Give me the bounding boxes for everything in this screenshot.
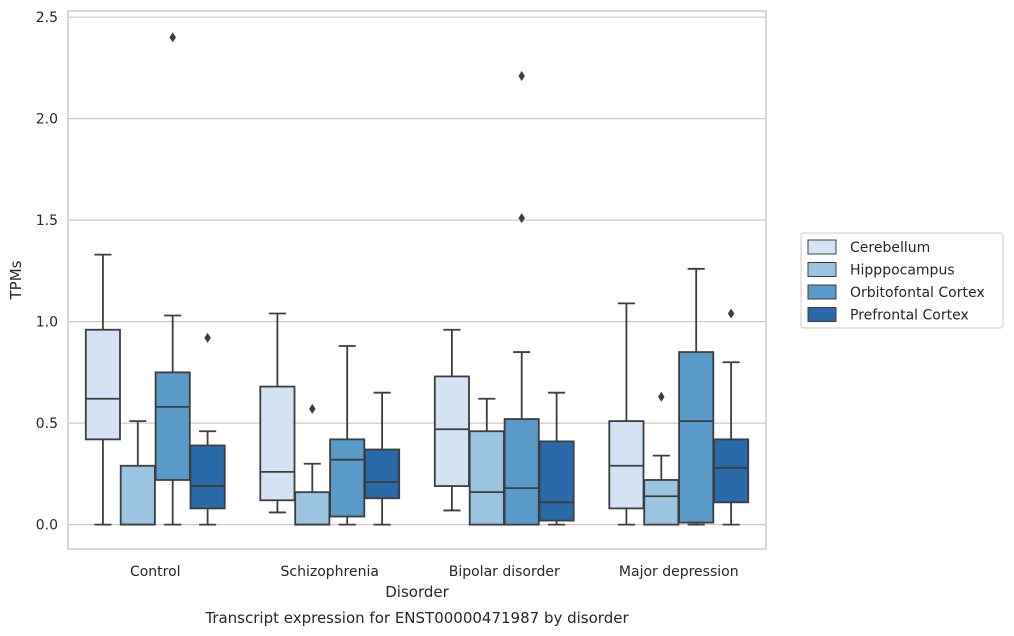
outlier-point (169, 32, 176, 43)
box (468, 397, 505, 526)
legend-swatch (807, 307, 837, 322)
box-body (329, 438, 366, 518)
box-body (84, 328, 121, 441)
box-body (713, 438, 750, 504)
box-body (119, 464, 156, 526)
box (189, 332, 226, 526)
box-body (364, 448, 401, 500)
x-tick-label: Major depression (619, 564, 739, 580)
box (643, 391, 680, 526)
y-tick-label: 1.0 (36, 315, 58, 331)
box (259, 312, 296, 514)
box (433, 328, 470, 512)
box (678, 267, 715, 526)
box-body (538, 440, 575, 522)
box-body (503, 418, 540, 526)
box-body (189, 444, 226, 510)
box-body (154, 371, 191, 481)
x-tick-label: Bipolar disorder (449, 564, 560, 580)
box-body (608, 420, 645, 510)
box-series (84, 32, 750, 526)
box (294, 403, 331, 526)
plot-frame (67, 10, 767, 550)
box (329, 345, 366, 526)
box (119, 420, 156, 526)
outlier-point (309, 403, 316, 414)
chart-caption: Transcript expression for ENST0000047198… (204, 609, 629, 627)
x-tick-label: Control (130, 564, 181, 580)
x-axis-label: Disorder (385, 583, 449, 601)
legend-entry: Orbitofontal Cortex (850, 285, 985, 301)
box (84, 253, 121, 526)
outlier-point (518, 213, 525, 224)
y-tick-label: 0.5 (36, 416, 58, 432)
y-axis-ticks: 0.0 0.5 1.0 1.5 2.0 2.5 (36, 10, 58, 534)
x-tick-label: Schizophrenia (281, 564, 379, 580)
box-body (433, 375, 470, 487)
x-axis-ticks: Control Schizophrenia Bipolar disorder Majo… (130, 564, 739, 580)
box (364, 391, 401, 526)
legend-swatch (807, 262, 837, 277)
box-body (678, 351, 715, 524)
box (713, 308, 750, 526)
outlier-point (658, 391, 665, 402)
box-body (468, 430, 505, 526)
legend-swatch (807, 239, 837, 255)
legend-entry: Prefrontal Cortex (850, 308, 969, 324)
box (538, 391, 575, 526)
legend-entry: Cerebellum (850, 240, 930, 256)
y-tick-label: 2.0 (36, 112, 58, 128)
y-tick-label: 1.5 (36, 213, 58, 229)
box (608, 302, 645, 526)
legend-frame (800, 232, 1004, 329)
legend-swatch (807, 284, 837, 300)
box-body (643, 479, 680, 526)
legend: Cerebellum Hipppocampus Orbitofontal Corte… (800, 232, 1004, 329)
box-body (259, 385, 296, 502)
outlier-point (518, 70, 525, 81)
box-body (294, 491, 331, 526)
y-axis-label: TPMs (7, 260, 25, 300)
outlier-point (204, 332, 211, 343)
legend-entry: Hipppocampus (850, 263, 955, 279)
box (154, 32, 191, 526)
y-tick-label: 2.5 (36, 10, 58, 26)
y-tick-label: 0.0 (36, 518, 58, 534)
outlier-point (727, 308, 735, 319)
